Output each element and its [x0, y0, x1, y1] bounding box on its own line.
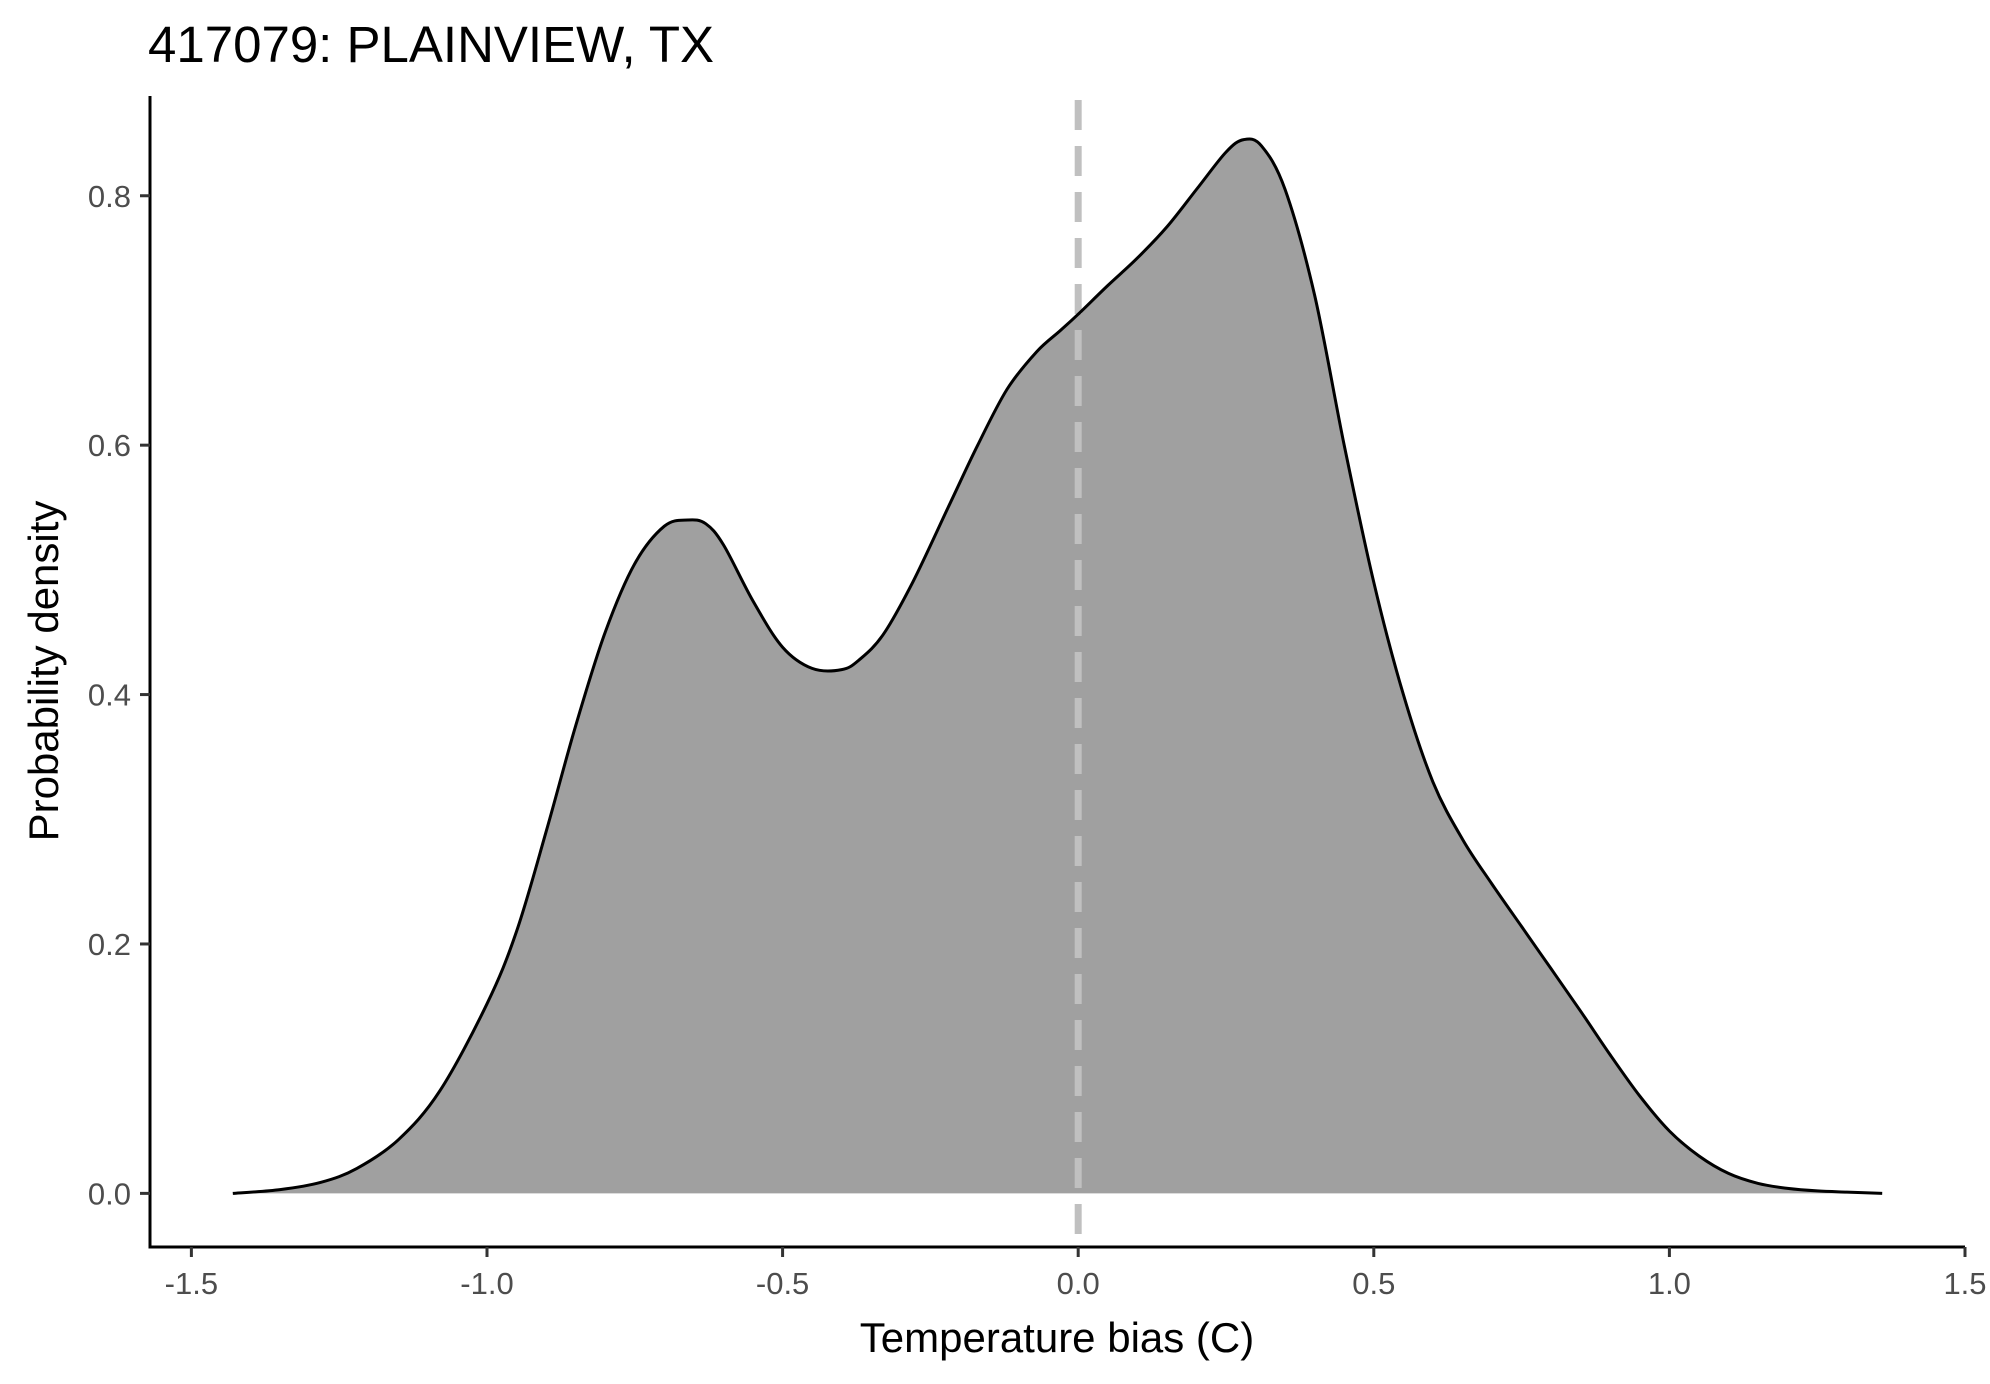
y-axis-label: Probability density: [20, 501, 67, 842]
y-tick-label: 0.4: [88, 678, 131, 713]
y-tick-label: 0.0: [88, 1176, 131, 1211]
x-tick-label: -1.5: [165, 1266, 218, 1301]
x-tick-label: 0.0: [1057, 1266, 1100, 1301]
x-tick-label: 1.5: [1943, 1266, 1986, 1301]
chart-title: 417079: PLAINVIEW, TX: [148, 16, 714, 73]
x-tick-label: 1.0: [1648, 1266, 1691, 1301]
x-tick-label: -0.5: [756, 1266, 809, 1301]
x-axis-label: Temperature bias (C): [860, 1314, 1254, 1361]
x-tick-label: -1.0: [460, 1266, 513, 1301]
density-line: [232, 137, 1883, 1195]
density-area: [232, 138, 1883, 1194]
y-tick-label: 0.6: [88, 428, 131, 463]
x-axis-ticks: -1.5 -1.0 -0.5 0.0 0.5 1.0 1.5: [165, 1247, 1987, 1301]
y-tick-label: 0.2: [88, 927, 131, 962]
y-tick-label: 0.8: [88, 179, 131, 214]
plot-area: [232, 100, 1883, 1247]
x-tick-label: 0.5: [1352, 1266, 1395, 1301]
y-axis-ticks: 0.0 0.2 0.4 0.6 0.8: [88, 179, 150, 1211]
